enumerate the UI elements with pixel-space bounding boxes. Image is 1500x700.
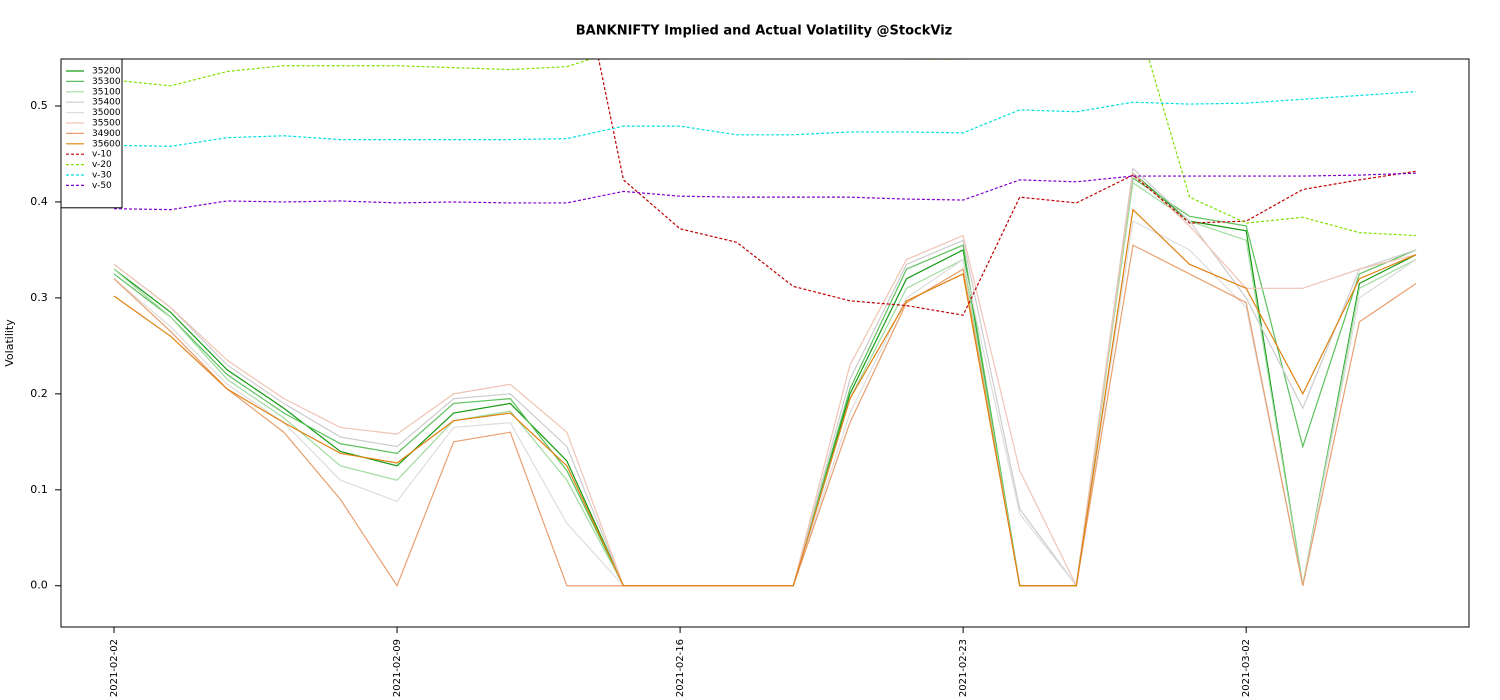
x-tick-label: 2021-02-16	[675, 639, 686, 697]
legend-label: 35400	[92, 98, 121, 108]
y-tick-label: 0.1	[30, 483, 48, 496]
legend-label: 34900	[92, 129, 121, 139]
legend: 3520035300351003540035000355003490035600…	[60, 58, 123, 209]
y-tick-label: 0.5	[30, 99, 48, 112]
y-axis-label: Volatility	[3, 319, 16, 367]
chart-title: BANKNIFTY Implied and Actual Volatility …	[576, 24, 952, 39]
x-tick-label: 2021-02-23	[958, 639, 969, 697]
legend-label: v-50	[92, 181, 112, 191]
legend-label: v-20	[92, 160, 112, 170]
legend-label: 35200	[92, 67, 121, 77]
y-tick-label: 0.2	[30, 387, 48, 400]
series-line	[113, 208, 1417, 587]
legend-label: 35600	[92, 139, 121, 149]
series-line	[113, 172, 1417, 211]
series-line	[598, 59, 1417, 316]
x-tick-label: 2021-02-02	[109, 639, 120, 697]
legend-label: 35000	[92, 108, 121, 118]
x-tick-label: 2021-03-02	[1241, 639, 1252, 697]
legend-label: 35500	[92, 119, 121, 129]
y-tick-label: 0.3	[30, 291, 48, 304]
x-tick-label: 2021-02-09	[392, 639, 403, 697]
legend-label: 35100	[92, 87, 121, 97]
legend-label: v-10	[92, 150, 112, 160]
plot-lines	[113, 59, 1417, 588]
legend-label: v-30	[92, 171, 112, 181]
y-tick-label: 0.0	[30, 579, 48, 592]
plot-frame	[60, 58, 1470, 628]
y-tick-label: 0.4	[30, 195, 48, 208]
legend-label: 35300	[92, 77, 121, 87]
series-line	[113, 91, 1417, 147]
